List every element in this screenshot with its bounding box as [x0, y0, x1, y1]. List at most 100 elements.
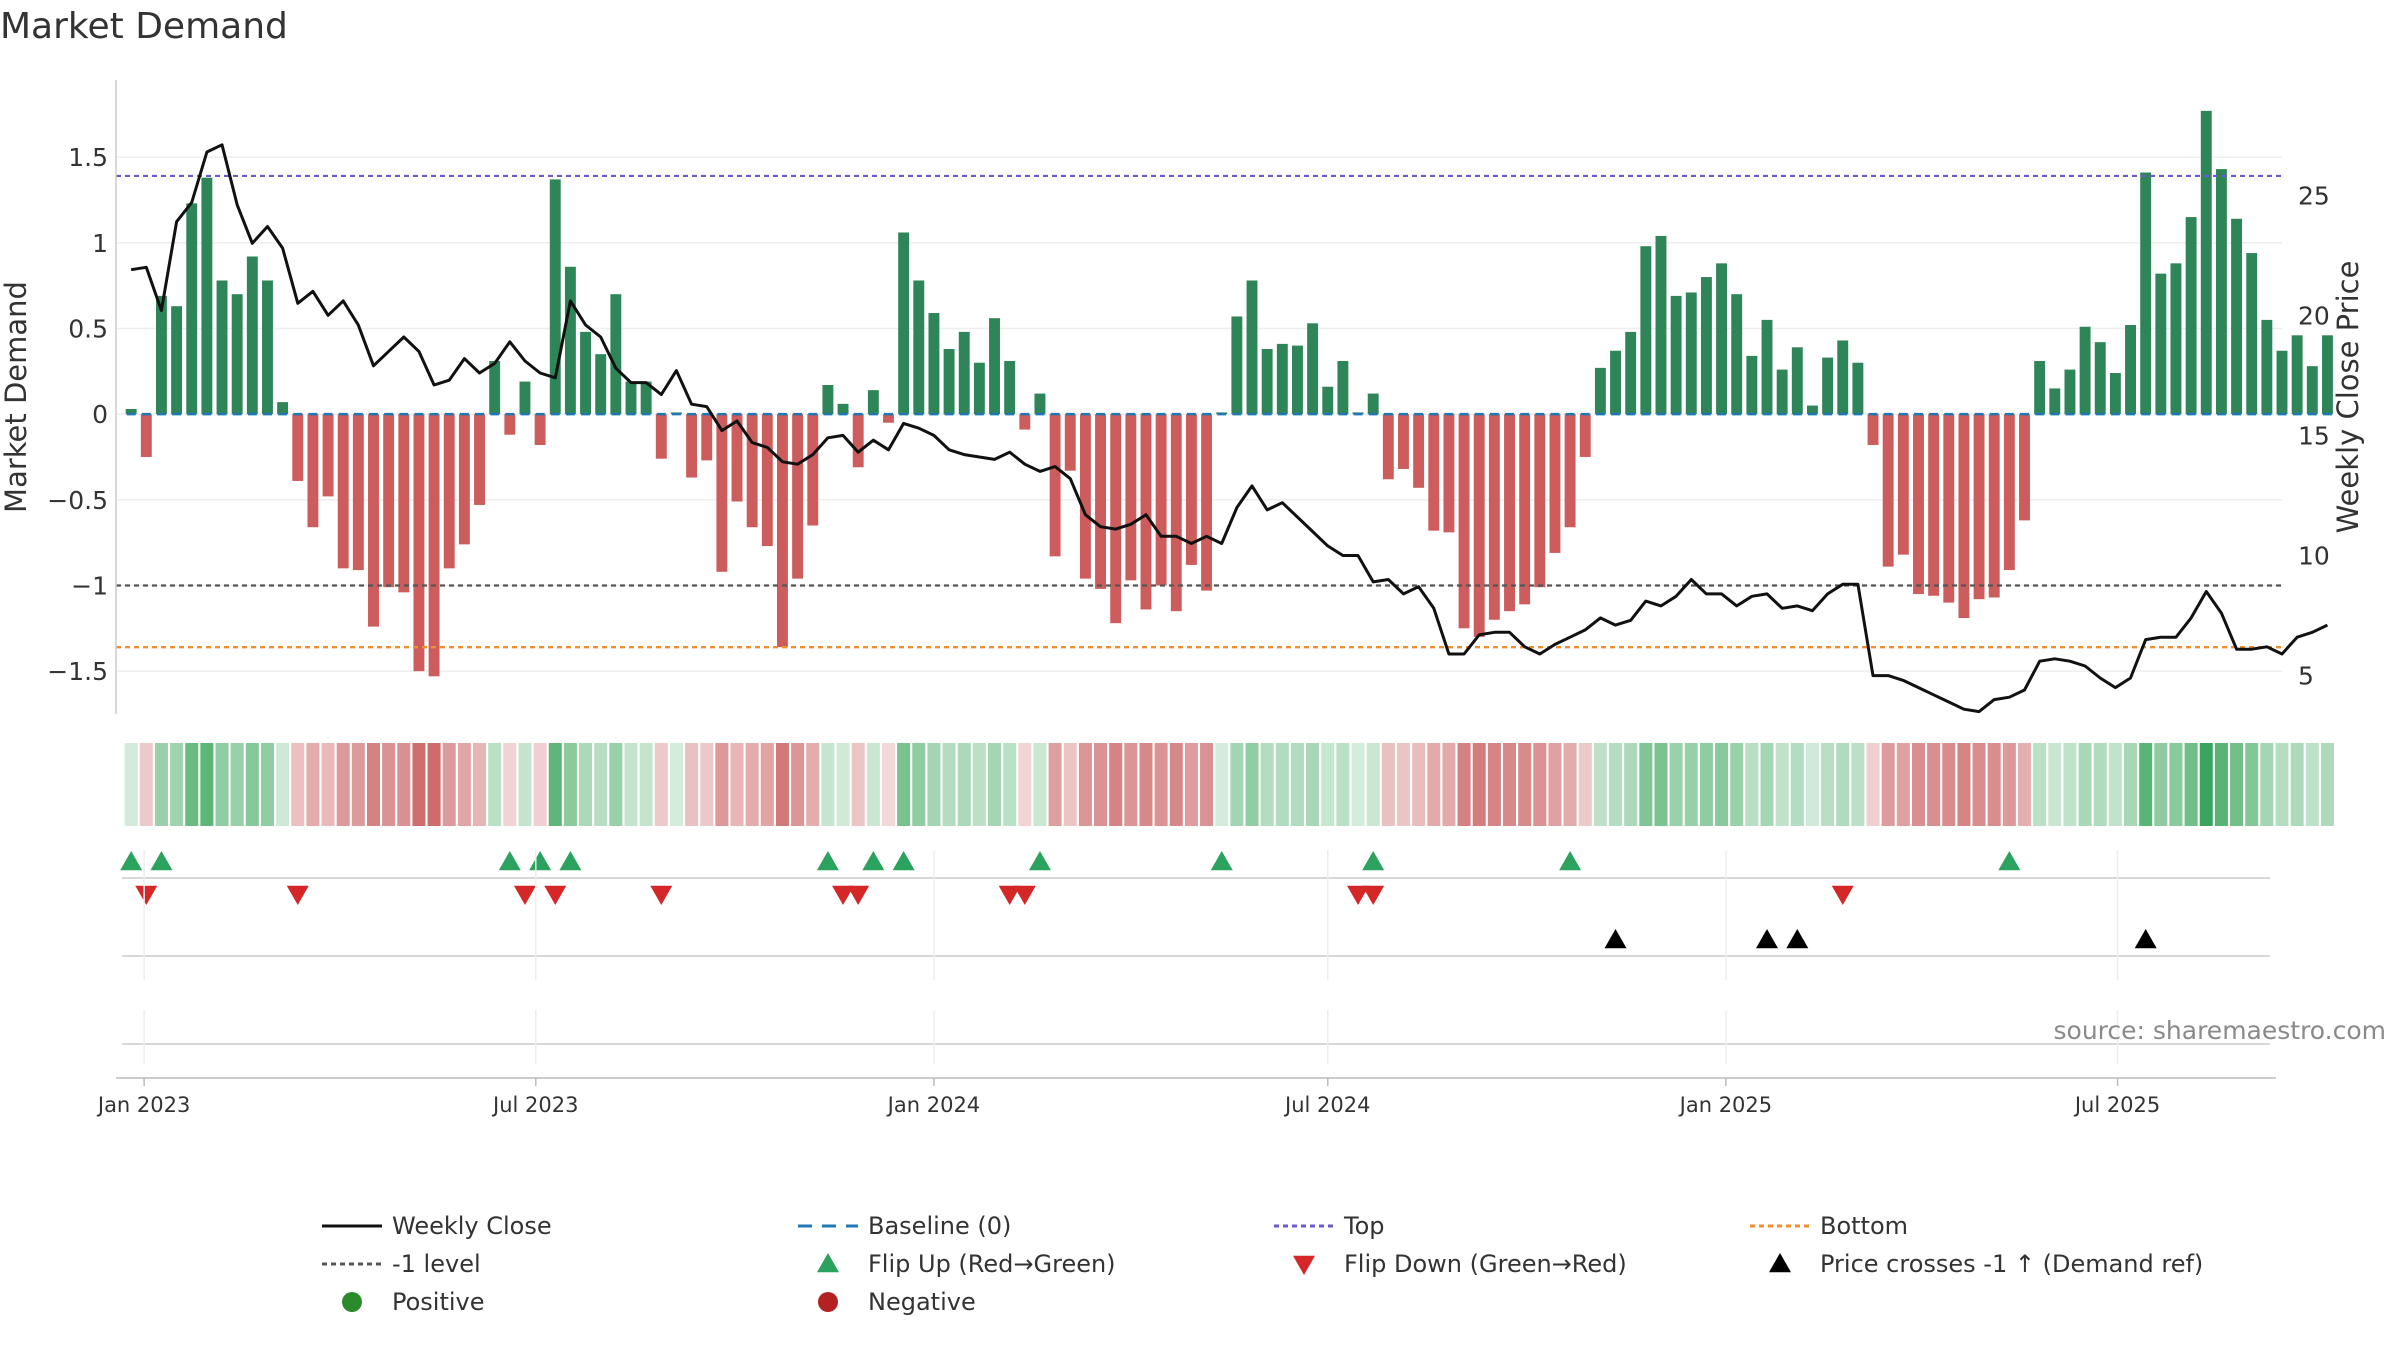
- heat-cell: [503, 743, 517, 826]
- y-tick-label: 0: [92, 400, 108, 429]
- heat-cell: [1003, 743, 1017, 826]
- demand-bar: [352, 414, 364, 571]
- demand-bar: [292, 414, 304, 481]
- heat-cell: [1396, 743, 1410, 826]
- heat-cell: [579, 743, 593, 826]
- demand-bar: [2185, 217, 2197, 415]
- demand-bar: [2291, 335, 2303, 415]
- heat-cell: [442, 743, 456, 826]
- demand-bar: [2019, 414, 2030, 521]
- heat-cell: [457, 743, 471, 826]
- demand-bar: [186, 203, 198, 415]
- heat-cell: [2260, 743, 2274, 826]
- y-tick-label: −1.5: [47, 657, 108, 686]
- heat-cell: [2048, 743, 2062, 826]
- heat-cell: [669, 743, 683, 826]
- demand-bar: [1594, 367, 1606, 415]
- demand-bar: [883, 414, 894, 423]
- demand-bar: [519, 381, 531, 415]
- heat-cell: [2033, 743, 2047, 826]
- demand-bar: [1791, 347, 1803, 415]
- demand-bar: [852, 414, 864, 468]
- demand-bar: [1928, 414, 1940, 596]
- heat-cell: [276, 743, 290, 826]
- heat-cell: [1533, 743, 1547, 826]
- heat-cell: [1866, 743, 1880, 826]
- flip-up-marker: [1998, 851, 2021, 871]
- demand-bar: [1882, 414, 1894, 567]
- demand-bar: [2261, 319, 2273, 415]
- legend-symbol: [1769, 1253, 1791, 1273]
- heat-cell: [336, 743, 350, 826]
- demand-bar: [898, 232, 910, 415]
- heat-cell: [972, 743, 986, 826]
- demand-bar: [474, 414, 485, 505]
- demand-bar: [1322, 386, 1334, 415]
- heat-cell: [836, 743, 850, 826]
- heat-cell: [745, 743, 759, 826]
- y-tick-label: 1.5: [68, 143, 108, 172]
- heat-cell: [1200, 743, 1214, 826]
- heat-cell: [1018, 743, 1032, 826]
- y-axis-label: Market Demand: [0, 281, 33, 513]
- price-cross-marker: [2134, 929, 2157, 949]
- flip-up-marker: [498, 851, 521, 871]
- demand-bar: [1292, 345, 1303, 415]
- heat-cell: [2139, 743, 2153, 826]
- demand-bar: [1731, 294, 1743, 415]
- demand-bar: [1307, 323, 1319, 415]
- heat-cell: [1563, 743, 1577, 826]
- heat-cell: [1457, 743, 1471, 826]
- flip-down-marker: [1362, 885, 1385, 905]
- heat-cell: [518, 743, 532, 826]
- demand-bar: [1443, 414, 1455, 533]
- flip-down-marker: [286, 885, 309, 905]
- heat-cell: [1366, 743, 1380, 826]
- heat-cell: [382, 743, 396, 826]
- demand-bar: [1034, 393, 1046, 415]
- heat-cell: [624, 743, 638, 826]
- heat-cell: [1851, 743, 1865, 826]
- heat-cell: [1518, 743, 1532, 826]
- demand-bar: [2140, 172, 2152, 415]
- demand-bar: [155, 295, 167, 415]
- heat-cell: [1745, 743, 1759, 826]
- demand-bar: [928, 313, 940, 415]
- demand-bar: [383, 414, 395, 588]
- demand-bar: [655, 414, 667, 459]
- heat-cell: [1805, 743, 1819, 826]
- demand-bar: [1610, 350, 1621, 415]
- heat-cell: [1699, 743, 1713, 826]
- x-tick-label: Jan 2023: [96, 1093, 191, 1117]
- heat-cell: [1472, 743, 1486, 826]
- demand-bar: [2079, 326, 2091, 415]
- demand-bar: [958, 331, 970, 415]
- legend-symbol: [817, 1253, 839, 1273]
- heat-cell: [154, 743, 168, 826]
- demand-bar: [1640, 246, 1652, 415]
- price-cross-markers: [122, 929, 2270, 957]
- heat-cell: [1715, 743, 1729, 826]
- demand-bar: [1625, 331, 1637, 415]
- x-tick-label: Jul 2024: [1283, 1093, 1370, 1117]
- demand-bar: [2246, 253, 2258, 415]
- demand-bar: [564, 266, 576, 415]
- heat-cell: [912, 743, 926, 826]
- heat-cell: [1821, 743, 1835, 826]
- heat-cell: [1578, 743, 1592, 826]
- heat-cell: [715, 743, 729, 826]
- demand-bar: [231, 294, 243, 415]
- y2-tick-label: 10: [2298, 542, 2330, 571]
- demand-bar: [2109, 373, 2121, 415]
- x-tick-label: Jan 2024: [886, 1093, 981, 1117]
- demand-bar: [2276, 350, 2288, 415]
- demand-bar: [1140, 414, 1152, 610]
- heat-cell: [1154, 743, 1168, 826]
- price-cross-marker: [1756, 929, 1779, 949]
- demand-bar: [943, 349, 955, 415]
- legend-symbol: [342, 1292, 362, 1312]
- y2-axis-label: Weekly Close Price: [2331, 261, 2365, 534]
- bottom-axis: Jan 2023 Jul 2023 Jan 2024 Jul 2024 Jan 2025…: [96, 850, 2276, 1117]
- demand-bar: [1519, 414, 1531, 605]
- heat-cell: [1275, 743, 1289, 826]
